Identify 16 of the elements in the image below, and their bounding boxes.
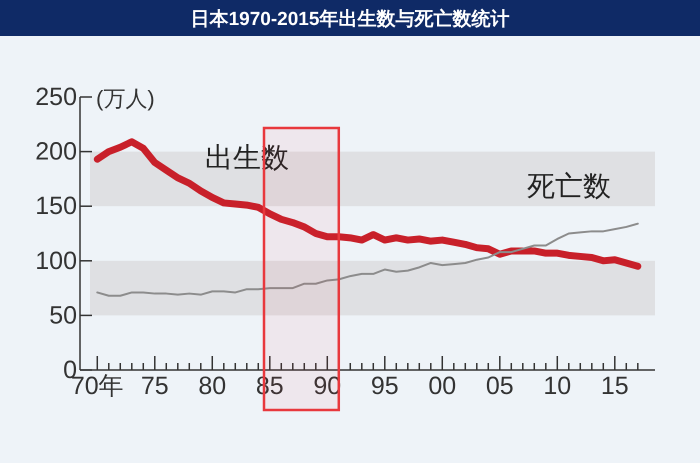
x-tick-label: 05 <box>486 372 514 400</box>
x-tick-label: 80 <box>198 372 226 400</box>
x-tick-label: 75 <box>140 372 169 400</box>
x-tick-label: 10 <box>543 372 572 400</box>
x-tick-label: 15 <box>600 372 629 400</box>
y-tick-label: 50 <box>49 301 77 330</box>
x-tick-label: 00 <box>428 372 456 400</box>
chart-title: 日本1970-2015年出生数与死亡数统计 <box>190 8 510 30</box>
line-series <box>96 222 639 297</box>
y-tick-label: 200 <box>35 138 77 166</box>
y-tick-label: 150 <box>35 192 77 220</box>
y-tick-label: 100 <box>35 246 77 275</box>
series-label: 死亡数 <box>526 170 611 202</box>
y-axis-title: (万人) <box>96 86 155 111</box>
y-tick-label: 250 <box>35 83 77 111</box>
x-tick-label: 95 <box>370 372 399 400</box>
